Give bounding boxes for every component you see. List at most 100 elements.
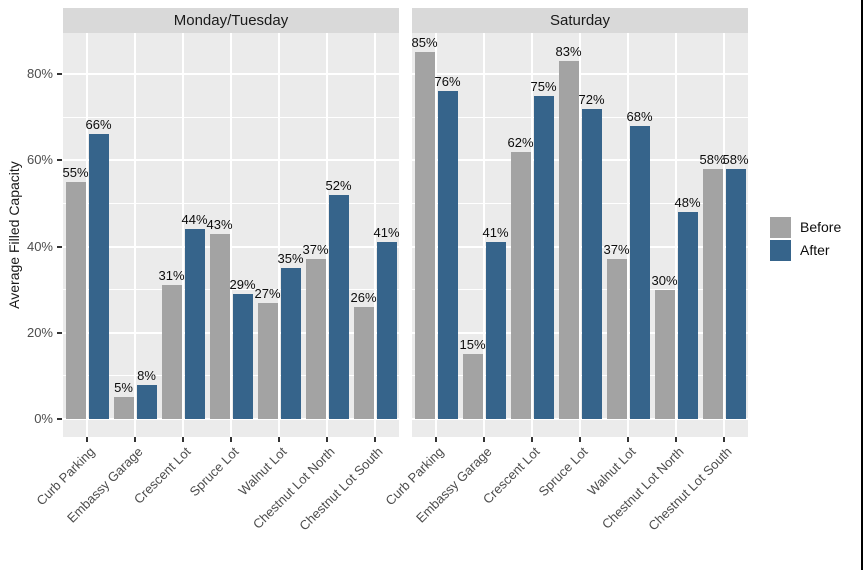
x-tick-mark <box>134 437 136 442</box>
bar-before <box>209 233 230 419</box>
bar-before <box>606 259 627 419</box>
facet-strip-saturday: Saturday <box>412 8 748 33</box>
legend-label-before: Before <box>800 219 842 235</box>
bar-before <box>558 61 579 419</box>
facet-strip-monday-tuesday: Monday/Tuesday <box>63 8 399 33</box>
bar-after <box>533 95 554 419</box>
y-tick-mark <box>57 331 62 334</box>
bar-value-label: 43% <box>206 216 233 232</box>
bar-value-label: 35% <box>277 251 304 267</box>
x-tick-mark <box>531 437 533 442</box>
x-tick-mark <box>483 437 485 442</box>
gridline-vertical <box>86 33 88 437</box>
bar-value-label: 5% <box>114 380 133 396</box>
x-tick-mark <box>675 437 677 442</box>
x-tick-mark <box>627 437 629 442</box>
bar-value-label: 37% <box>603 242 630 258</box>
bar-after <box>725 168 746 419</box>
x-tick-mark <box>579 437 581 442</box>
bar-after <box>581 108 602 419</box>
bar-before <box>113 397 134 419</box>
bar-value-label: 83% <box>555 44 582 60</box>
y-tick-label: 80% <box>26 66 53 81</box>
bar-value-label: 30% <box>651 272 678 288</box>
legend-key-after-swatch <box>770 239 791 261</box>
bar-after <box>232 293 253 419</box>
bar-after <box>629 125 650 419</box>
x-tick-mark <box>374 437 376 442</box>
gridline-vertical <box>723 33 725 437</box>
bar-value-label: 85% <box>411 35 438 51</box>
facet-strip-label: Saturday <box>549 12 611 29</box>
plot-panel-monday-tuesday: 55% 66% 5% 8% 31% 44% 43% 29% 27% 35% 37% 52% 26% 41% <box>62 33 400 437</box>
bar-value-label: 8% <box>137 367 156 383</box>
legend-item-before: Before <box>770 216 841 238</box>
bar-value-label: 75% <box>530 78 557 94</box>
screenshot-right-border <box>861 0 863 570</box>
y-tick-label: 0% <box>34 411 53 426</box>
bar-value-label: 55% <box>62 164 89 180</box>
x-tick-mark <box>86 437 88 442</box>
gridline-vertical <box>326 33 328 437</box>
bar-after <box>184 229 205 419</box>
bar-value-label: 48% <box>674 195 701 210</box>
y-tick-mark <box>57 73 62 75</box>
gridline-vertical <box>627 33 629 437</box>
y-tick-mark <box>57 418 62 420</box>
y-tick-label: 40% <box>26 238 53 254</box>
bar-value-label: 58% <box>699 151 726 167</box>
x-tick-mark <box>723 437 725 442</box>
gridline-vertical <box>134 33 136 437</box>
bar-value-label: 41% <box>373 225 400 241</box>
bar-after <box>485 242 506 419</box>
bar-before <box>305 259 326 419</box>
bar-value-label: 31% <box>158 268 185 284</box>
bar-value-label: 15% <box>459 337 486 353</box>
y-axis-title: Average Filled Capacity <box>6 161 22 309</box>
plot-panel-saturday: 85% 76% 15% 41% 62% 75% 83% 72% 37% 68% 30% 48% 58% 5… <box>411 33 749 437</box>
x-tick-mark <box>230 437 232 442</box>
y-tick-mark <box>57 159 62 162</box>
x-tick-mark <box>326 437 328 442</box>
bar-value-label: 68% <box>626 108 653 124</box>
x-tick-mark <box>278 437 280 442</box>
x-tick-mark <box>182 437 184 442</box>
bar-before <box>510 151 531 419</box>
gridline-vertical <box>531 33 533 437</box>
bar-before <box>161 285 182 419</box>
bar-value-label: 52% <box>325 177 352 193</box>
bar-value-label: 62% <box>507 134 534 150</box>
bar-after <box>88 134 109 419</box>
bar-after <box>136 384 157 419</box>
bar-after <box>437 91 458 419</box>
legend-key-before-swatch <box>770 216 791 238</box>
gridline-vertical <box>230 33 232 437</box>
bar-before <box>414 52 435 419</box>
gridline-vertical <box>579 33 581 437</box>
bar-value-label: 26% <box>350 289 377 305</box>
legend-item-after: After <box>770 239 841 261</box>
bar-before <box>654 289 675 419</box>
y-tick-mark <box>57 245 62 248</box>
bar-before <box>462 354 483 419</box>
bar-value-label: 58% <box>722 151 749 167</box>
gridline-vertical <box>374 33 376 437</box>
bar-before <box>702 168 723 419</box>
bar-after <box>677 212 698 419</box>
bar-value-label: 66% <box>85 117 112 133</box>
bar-value-label: 44% <box>181 212 208 228</box>
bar-after <box>280 268 301 419</box>
y-tick-label: 60% <box>26 152 53 168</box>
facet-strip-label: Monday/Tuesday <box>173 12 289 29</box>
bar-value-label: 29% <box>229 276 256 292</box>
gridline-vertical <box>278 33 280 437</box>
legend-label-after: After <box>800 242 830 258</box>
bar-value-label: 27% <box>254 285 281 301</box>
bar-value-label: 72% <box>578 91 605 107</box>
bar-before <box>257 302 278 419</box>
gridline-vertical <box>675 33 677 437</box>
bar-after <box>328 194 349 419</box>
x-tick-mark <box>435 437 437 442</box>
gridline-vertical <box>182 33 184 437</box>
